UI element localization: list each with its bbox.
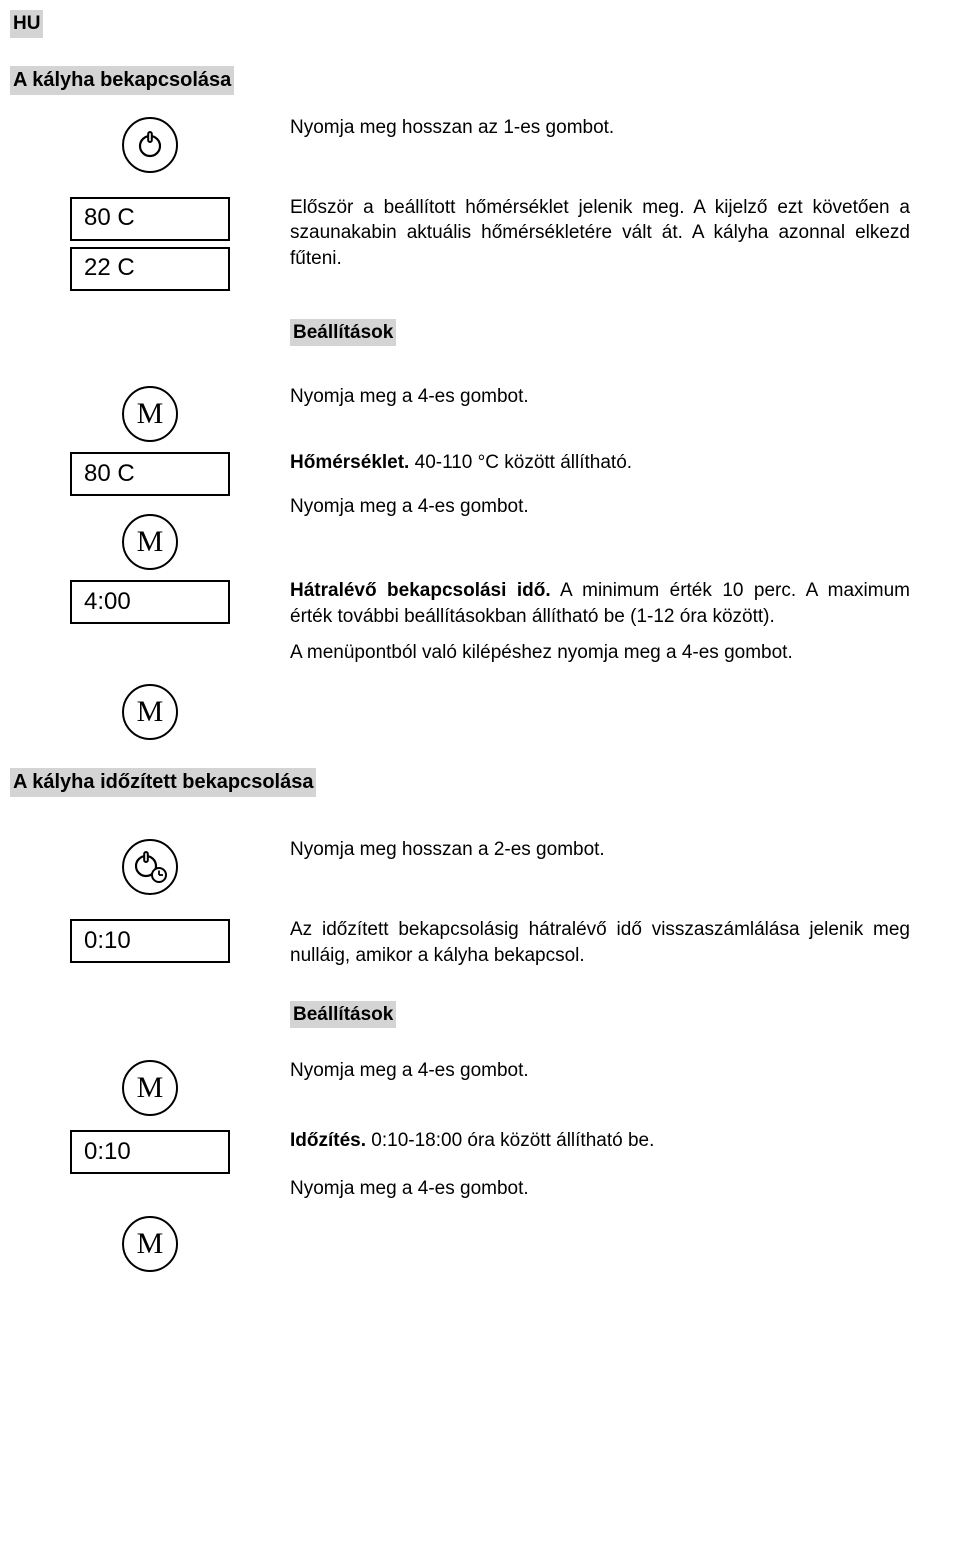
power-icon (122, 117, 178, 173)
icon-column: 0:10 M (10, 1128, 290, 1272)
menu-icon: M (122, 1060, 178, 1116)
icon-column: 4:00 M (10, 578, 290, 740)
text-column: Beállítások (290, 1001, 940, 1045)
section-title: Beállítások (290, 1001, 396, 1029)
text-column: Nyomja meg hosszan az 1-es gombot. (290, 115, 940, 151)
menu-icon: M (122, 1216, 178, 1272)
display-readout: 0:10 (70, 1130, 230, 1174)
instruction-row: 0:10 M Időzítés. 0:10-18:00 óra között á… (10, 1128, 940, 1272)
timer-power-icon (122, 839, 178, 895)
section-settings: Beállítások M Nyomja meg a 4-es gombot. … (10, 319, 940, 741)
text-column: Nyomja meg a 4-es gombot. (290, 1058, 940, 1094)
display-readout: 4:00 (70, 580, 230, 624)
instruction-text: Hátralévő bekapcsolási idő. A minimum ér… (290, 578, 910, 629)
icon-column (10, 1001, 290, 1003)
instruction-row: Nyomja meg hosszan a 2-es gombot. (10, 837, 940, 895)
section-title: A kályha bekapcsolása (10, 66, 234, 95)
section-timed-start: A kályha időzített bekapcsolása Nyomja m… (10, 768, 940, 1272)
instruction-text: Hőmérséklet. 40-110 °C között állítható. (290, 450, 910, 476)
text-column: Időzítés. 0:10-18:00 óra között állíthat… (290, 1128, 940, 1211)
instruction-row: M Nyomja meg a 4-es gombot. (10, 384, 940, 442)
display-readout: 80 C (70, 197, 230, 241)
instruction-row: 0:10 Az időzített bekapcsolásig hátralév… (10, 917, 940, 978)
text-column: Hátralévő bekapcsolási idő. A minimum ér… (290, 578, 940, 675)
display-readout: 80 C (70, 452, 230, 496)
text-column: Először a beállított hőmérséklet jelenik… (290, 195, 940, 282)
instruction-text: A menüpontból való kilépéshez nyomja meg… (290, 640, 910, 666)
section-title: A kályha időzített bekapcsolása (10, 768, 316, 797)
instruction-text: Időzítés. 0:10-18:00 óra között állíthat… (290, 1128, 910, 1154)
instruction-row: M Nyomja meg a 4-es gombot. (10, 1058, 940, 1116)
display-readout: 22 C (70, 247, 230, 291)
instruction-text: Először a beállított hőmérséklet jelenik… (290, 195, 910, 272)
icon-column: 80 C M (10, 450, 290, 570)
instruction-row: Nyomja meg hosszan az 1-es gombot. (10, 115, 940, 173)
icon-column (10, 115, 290, 173)
icon-column: M (10, 384, 290, 442)
instruction-row: 4:00 M Hátralévő bekapcsolási idő. A min… (10, 578, 940, 740)
language-badge: HU (10, 10, 43, 38)
instruction-text: Nyomja meg a 4-es gombot. (290, 1058, 910, 1084)
icon-column: 0:10 (10, 917, 290, 963)
text-column: Hőmérséklet. 40-110 °C között állítható.… (290, 450, 940, 529)
section-power-on: A kályha bekapcsolása Nyomja meg hosszan… (10, 66, 940, 291)
icon-column (10, 319, 290, 321)
heading-row: Beállítások (10, 319, 940, 363)
instruction-text: Nyomja meg a 4-es gombot. (290, 384, 910, 410)
menu-icon: M (122, 514, 178, 570)
instruction-text: Nyomja meg a 4-es gombot. (290, 494, 910, 520)
text-column: Nyomja meg hosszan a 2-es gombot. (290, 837, 940, 873)
text-column: Beállítások (290, 319, 940, 363)
instruction-text: Az időzített bekapcsolásig hátralévő idő… (290, 917, 910, 968)
icon-column: 80 C 22 C (10, 195, 290, 291)
icon-column (10, 837, 290, 895)
instruction-text: Nyomja meg hosszan az 1-es gombot. (290, 115, 910, 141)
instruction-text: Nyomja meg hosszan a 2-es gombot. (290, 837, 910, 863)
instruction-text: Nyomja meg a 4-es gombot. (290, 1176, 910, 1202)
icon-column: M (10, 1058, 290, 1116)
menu-icon: M (122, 684, 178, 740)
section-title: Beállítások (290, 319, 396, 347)
display-readout: 0:10 (70, 919, 230, 963)
heading-row: Beállítások (10, 1001, 940, 1045)
instruction-row: 80 C 22 C Először a beállított hőmérsékl… (10, 195, 940, 291)
menu-icon: M (122, 386, 178, 442)
instruction-row: 80 C M Hőmérséklet. 40-110 °C között áll… (10, 450, 940, 570)
text-column: Az időzített bekapcsolásig hátralévő idő… (290, 917, 940, 978)
text-column: Nyomja meg a 4-es gombot. (290, 384, 940, 420)
